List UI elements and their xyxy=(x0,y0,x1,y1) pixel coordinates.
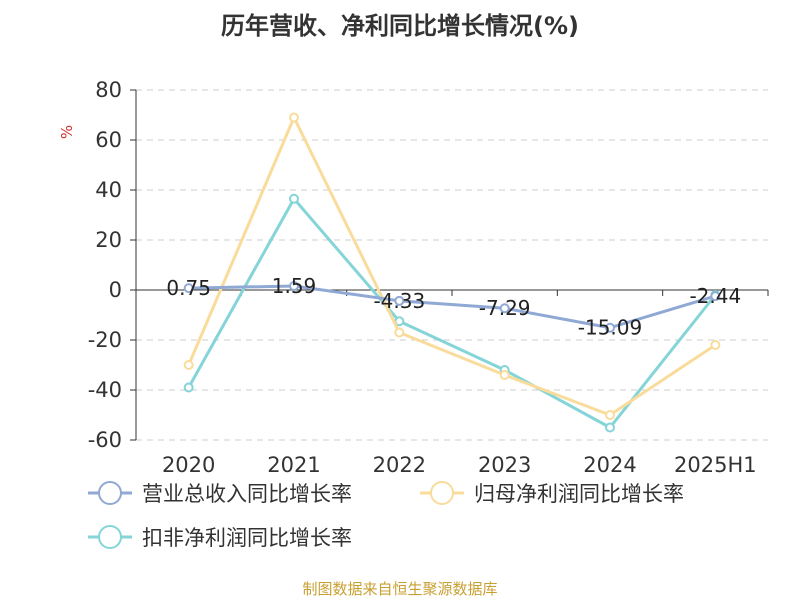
data-label: -2.44 xyxy=(689,284,741,308)
data-label: 0.75 xyxy=(166,276,211,300)
y-tick-label: 80 xyxy=(95,78,122,102)
y-tick-label: -60 xyxy=(88,428,122,452)
y-tick-label: 0 xyxy=(109,278,122,302)
series-line xyxy=(188,284,716,330)
legend-marker xyxy=(98,481,122,505)
data-point xyxy=(394,295,405,306)
series-lines xyxy=(183,112,721,433)
y-tick-label: 20 xyxy=(95,228,122,252)
data-point xyxy=(183,283,194,294)
data-point xyxy=(499,370,510,380)
data-point xyxy=(289,193,299,204)
legend-label: 营业总收入同比增长率 xyxy=(142,482,352,506)
y-tick-label: -20 xyxy=(88,328,122,352)
source-note: 制图数据来自恒生聚源数据库 xyxy=(302,580,498,598)
y-tick-label: 60 xyxy=(95,128,122,152)
y-axis-label: % xyxy=(58,125,76,139)
data-point xyxy=(605,410,615,420)
legend-item[interactable]: 营业总收入同比增长率 xyxy=(88,481,352,506)
x-tick-label: 2021 xyxy=(267,453,320,477)
data-point xyxy=(183,360,194,370)
data-labels: 0.75 1.59 -4.33 -7.29 -15.09 -2.44 xyxy=(166,274,741,340)
x-tick-label: 2024 xyxy=(583,453,636,477)
x-tick-label: 2023 xyxy=(478,453,531,477)
x-tick-label: 2022 xyxy=(373,453,426,477)
data-point xyxy=(605,422,615,433)
chart-title: 历年营收、净利同比增长情况(%) xyxy=(221,12,579,40)
legend-item[interactable]: 扣非净利润同比增长率 xyxy=(88,525,352,550)
x-tick-label: 2020 xyxy=(162,453,215,477)
data-point xyxy=(394,327,405,338)
data-label: -4.33 xyxy=(373,289,425,313)
data-label: 1.59 xyxy=(272,274,317,298)
axes: 80 60 40 20 0 -20 -40 -60 2020 2021 2022 2023 2024 20… xyxy=(88,78,769,477)
data-point xyxy=(289,281,299,292)
data-label: -15.09 xyxy=(578,316,642,340)
data-point xyxy=(605,322,615,333)
data-point xyxy=(710,340,721,350)
data-point xyxy=(289,112,299,123)
data-label: -7.29 xyxy=(479,296,531,320)
legend-label: 扣非净利润同比增长率 xyxy=(142,526,352,550)
y-tick-label: -40 xyxy=(88,378,122,402)
data-point xyxy=(499,303,510,314)
data-point xyxy=(710,291,721,302)
legend-marker xyxy=(98,525,122,549)
x-tick-label: 2025H1 xyxy=(674,453,757,477)
y-tick-label: 40 xyxy=(95,178,122,202)
series-line xyxy=(187,197,717,429)
legend-label: 归母净利润同比增长率 xyxy=(474,482,684,506)
legend-item[interactable]: 归母净利润同比增长率 xyxy=(420,481,684,506)
legend-marker xyxy=(430,481,454,505)
series-line xyxy=(187,116,717,417)
data-point xyxy=(183,382,194,393)
